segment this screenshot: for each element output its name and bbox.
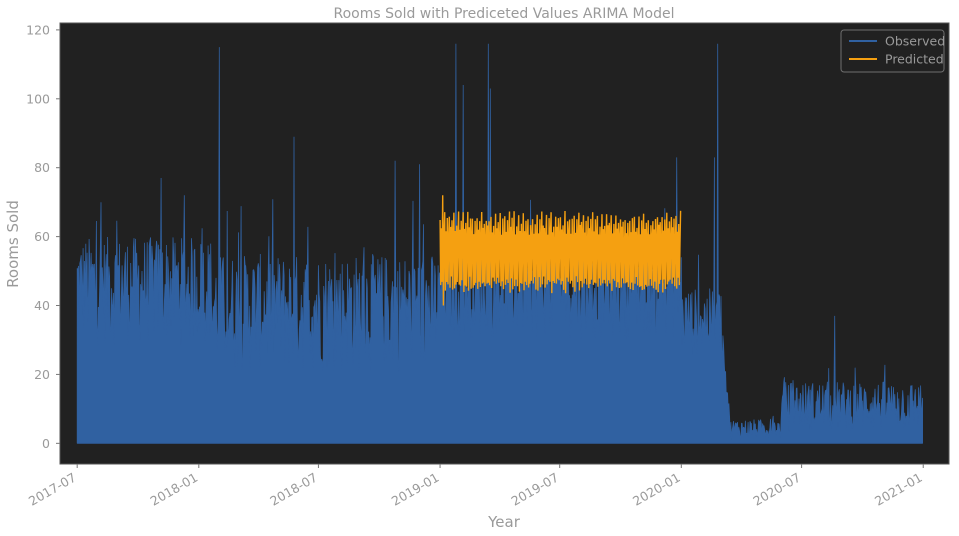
x-tick-label-4: 2019-07 (508, 470, 561, 509)
x-tick-label-7: 2021-01 (872, 470, 925, 509)
y-tick-label-4: 80 (34, 160, 50, 175)
legend: Observed Predicted (840, 29, 945, 73)
y-tick-label-2: 40 (34, 298, 50, 313)
observed-series (76, 43, 923, 444)
y-tick-label-1: 20 (34, 367, 50, 382)
x-tick-label-0: 2017-07 (26, 470, 79, 509)
x-axis-label: Year (487, 513, 521, 531)
x-tick-label-1: 2018-01 (148, 470, 201, 509)
chart-title: Rooms Sold with Prediceted Values ARIMA … (334, 6, 675, 22)
y-axis-label: Rooms Sold (4, 200, 22, 288)
x-tick-label-6: 2020-07 (750, 470, 803, 509)
y-tick-label-3: 60 (34, 229, 50, 244)
y-tick-label-6: 120 (26, 22, 50, 37)
x-tick-label-2: 2018-07 (267, 470, 320, 509)
predicted-line (439, 195, 682, 306)
legend-observed-label: Observed (885, 34, 945, 49)
y-tick-label-0: 0 (42, 436, 50, 451)
predicted-series (439, 195, 682, 306)
observed-area (76, 43, 923, 444)
x-tick-label-3: 2019-01 (389, 470, 442, 509)
y-tick-label-5: 100 (26, 91, 50, 106)
x-tick-label-5: 2020-01 (630, 470, 683, 509)
legend-predicted-label: Predicted (885, 52, 944, 67)
